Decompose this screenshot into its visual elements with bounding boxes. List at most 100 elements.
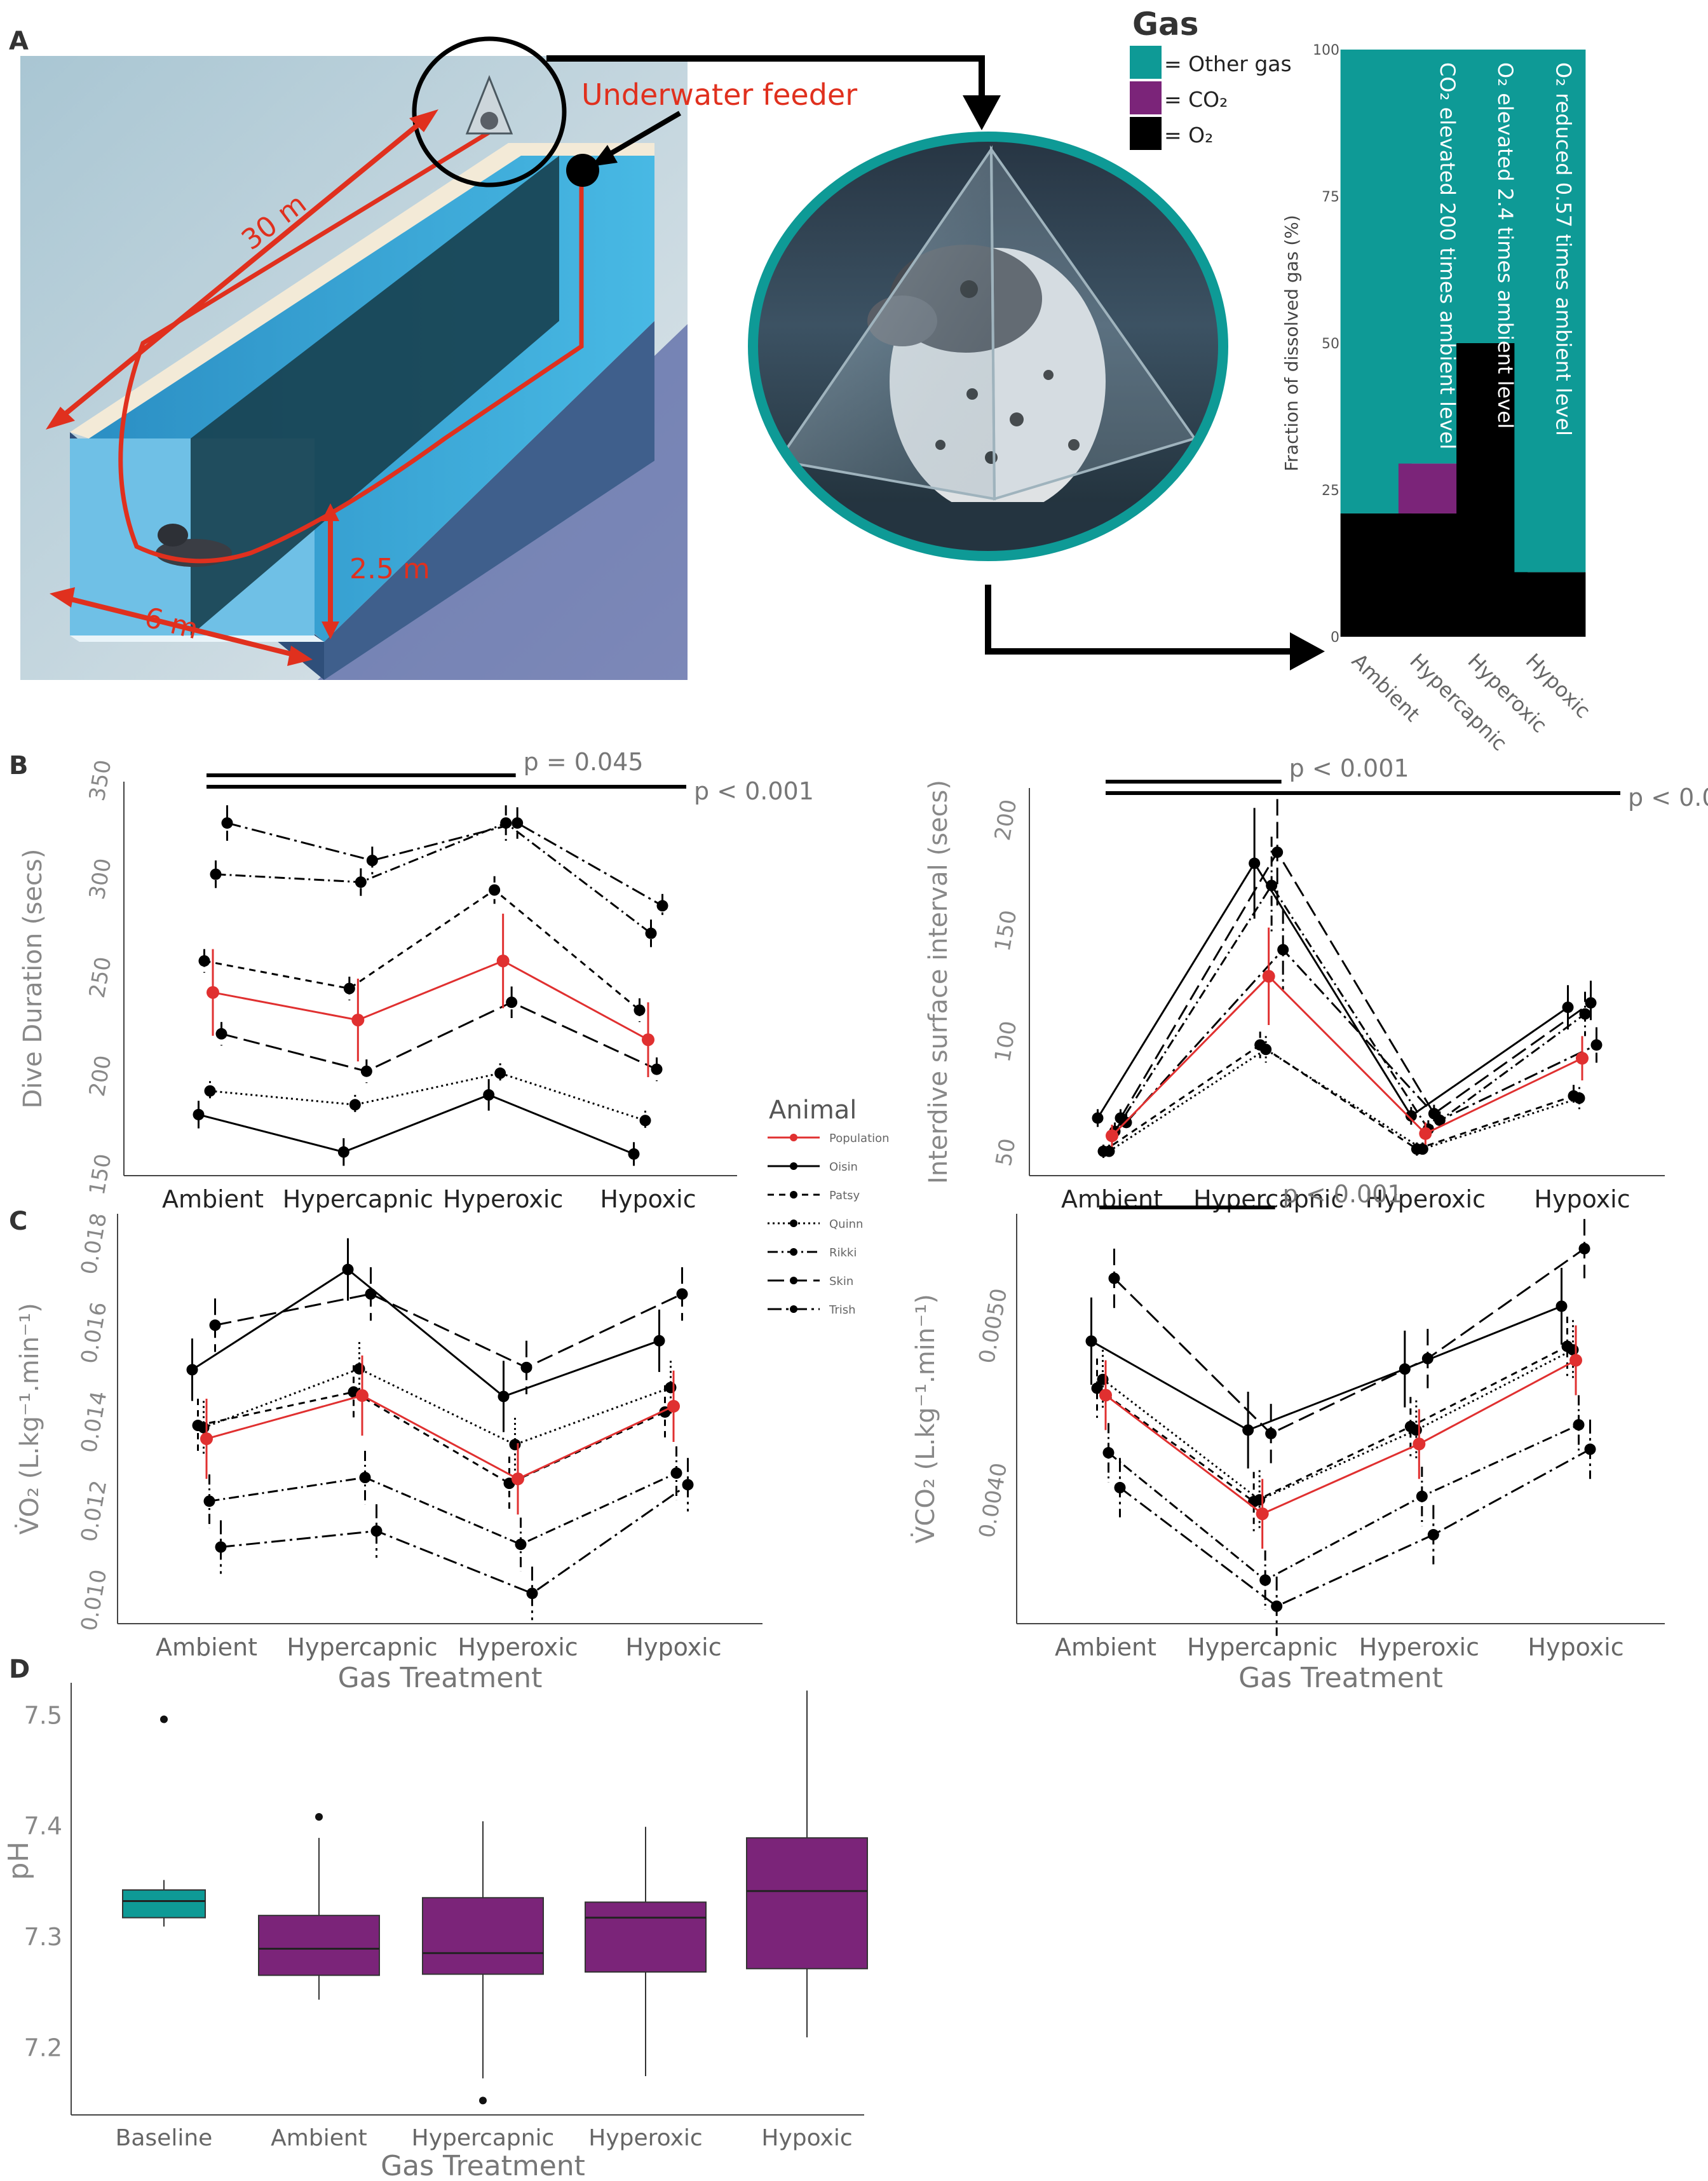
y-tick-label: 100: [990, 1019, 1022, 1064]
width-arrow-head-b: [287, 646, 313, 666]
data-point-skin: [1265, 1427, 1277, 1439]
series-line-rikki: [209, 1472, 677, 1546]
data-point-trish: [526, 1587, 538, 1600]
gas-bar-annotation: O₂ elevated 2.4 times ambient level: [1493, 62, 1517, 429]
data-point-trish: [1271, 1600, 1283, 1612]
series-line-rikki: [1108, 1423, 1580, 1582]
animal-legend-label-skin: Skin: [829, 1275, 853, 1288]
series-line-quinn: [210, 1072, 646, 1122]
x-tick-label: Hyperoxic: [1359, 1633, 1479, 1661]
vco2-chart: 0.0040 0.0050 V̇CO₂ (L.kg⁻¹.min⁻¹) Ambient H…: [911, 1180, 1665, 1694]
data-point-oisin: [653, 1335, 665, 1347]
data-point-rikki: [359, 1472, 371, 1484]
y-tick-label: 0.010: [76, 1568, 112, 1633]
data-point-quinn: [639, 1115, 651, 1127]
x-axis-label: Gas Treatment: [338, 1662, 543, 1694]
ph-y-tick-label: 7.5: [24, 1701, 62, 1729]
data-point-skin: [1421, 1352, 1434, 1364]
animal-legend: Animal Population Oisin Patsy Quinn Rikki Ski…: [768, 1096, 890, 1317]
feeder-dot: [566, 154, 599, 187]
series-line-quinn: [1102, 1349, 1574, 1501]
significance-label: p = 0.045: [524, 748, 644, 776]
data-point-rikki: [1573, 1419, 1585, 1431]
pool-floor-edge: [70, 635, 324, 642]
y-tick-label: 350: [85, 758, 117, 803]
data-point-rikki: [1579, 1008, 1591, 1020]
data-point-oisin: [1249, 857, 1261, 869]
data-point-oisin: [1562, 1002, 1574, 1014]
data-point-skin: [1585, 997, 1597, 1009]
data-point-oisin: [1085, 1335, 1097, 1347]
data-point-rikki: [645, 927, 657, 939]
feeder-pointer-head: [591, 145, 618, 166]
data-point-oisin: [193, 1108, 205, 1120]
animal-legend-label-patsy: Patsy: [829, 1189, 860, 1202]
ph-y-tick-label: 7.4: [24, 1812, 62, 1840]
data-point-skin: [520, 1361, 532, 1373]
animal-legend-dot-skin: [790, 1277, 797, 1284]
ph-x-tick-label: Hypercapnic: [412, 2125, 555, 2151]
series-line-quinn: [1108, 1048, 1580, 1152]
gas-bar-annotation: O₂ reduced 0.57 times ambient level: [1551, 62, 1575, 436]
x-tick-label: Hypoxic: [1528, 1633, 1623, 1661]
data-point-rikki: [1416, 1490, 1428, 1502]
data-point-trish: [1427, 1529, 1439, 1541]
y-tick-label: 0.014: [76, 1389, 112, 1455]
gas-legend: Gas = Other gas = CO₂ = O₂: [1130, 6, 1292, 150]
animal-legend-label-quinn: Quinn: [829, 1218, 863, 1231]
data-point-rikki: [1102, 1447, 1115, 1459]
gas-y-tick-label: 0: [1331, 630, 1339, 646]
data-point-quinn: [509, 1439, 521, 1451]
data-point-patsy: [634, 1004, 646, 1016]
series-line-patsy: [204, 888, 640, 1011]
data-point-quinn: [665, 1382, 677, 1394]
y-tick-label: 0.0040: [974, 1461, 1012, 1540]
small-prism: [465, 74, 513, 135]
width-arrow-head-a: [50, 587, 75, 608]
connector-arrow-bottom: [985, 585, 1290, 655]
series-line-oisin: [191, 1268, 660, 1398]
series-line-oisin: [1097, 861, 1569, 1119]
data-point-rikki: [210, 868, 222, 880]
series-line-population: [212, 960, 649, 1041]
animal-legend-label-trish: Trish: [829, 1303, 856, 1317]
data-point-quinn: [1410, 1424, 1422, 1436]
data-point-rikki: [670, 1467, 682, 1479]
data-point-quinn: [1416, 1143, 1428, 1155]
data-point-patsy: [198, 955, 210, 967]
gas-legend-swatch-co2: [1130, 81, 1162, 114]
ph-outlier-point: [160, 1715, 168, 1723]
x-tick-label: Hyperoxic: [1366, 1185, 1486, 1213]
gas-legend-label-o2: = O₂: [1164, 123, 1213, 147]
series-line-population: [206, 1394, 674, 1480]
data-point-quinn: [1567, 1344, 1579, 1356]
y-tick-label: 0.0050: [974, 1286, 1012, 1365]
depth-arrow-head-b: [322, 622, 339, 639]
series-line-population: [1111, 975, 1583, 1137]
data-point-skin: [1271, 846, 1284, 859]
gas-bar-segment-o: [1514, 572, 1586, 637]
series-line-trish: [227, 822, 663, 907]
data-point-population: [1576, 1052, 1589, 1065]
data-point-population: [642, 1033, 654, 1047]
data-point-skin: [209, 1319, 221, 1331]
series-line-skin: [1120, 850, 1592, 1119]
series-line-oisin: [198, 1094, 635, 1155]
y-axis-label: V̇O₂ (L.kg⁻¹.min⁻¹): [15, 1303, 44, 1535]
data-point-population: [351, 1014, 365, 1027]
data-point-oisin: [1092, 1112, 1104, 1124]
series-line-patsy: [1102, 1043, 1574, 1152]
x-tick-label: Hypoxic: [600, 1185, 696, 1213]
data-point-rikki: [515, 1539, 527, 1551]
significance-label: p < 0.001: [694, 777, 814, 805]
data-point-skin: [215, 1028, 227, 1040]
ph-y-tick-label: 7.3: [24, 1923, 62, 1951]
x-tick-label: Ambient: [1055, 1633, 1156, 1661]
animal-legend-dot-population: [790, 1134, 797, 1141]
gas-legend-swatch-other: [1130, 46, 1162, 79]
series-line-skin: [215, 1293, 683, 1369]
series-line-trish: [1125, 948, 1597, 1124]
data-point-trish: [366, 855, 378, 866]
prism-face-right: [989, 145, 1197, 501]
